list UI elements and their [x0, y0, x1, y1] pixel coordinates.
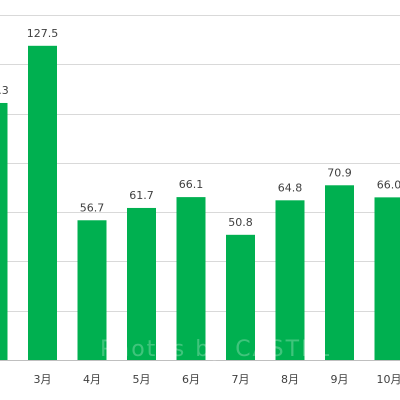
x-tick-label: 4月 — [83, 373, 101, 386]
bars — [0, 45, 400, 361]
bar — [176, 197, 206, 360]
bar — [0, 102, 8, 360]
data-label: 50.8 — [228, 216, 253, 229]
data-label: 61.7 — [129, 189, 154, 202]
bar — [28, 45, 57, 361]
x-tick-labels: 3月 4月 5月 6月 7月 8月 9月 10月 — [34, 373, 400, 386]
x-tick-label: 9月 — [331, 373, 349, 386]
watermark: Photos by CASTEL — [100, 337, 331, 362]
x-tick-label: 6月 — [182, 373, 200, 386]
bar — [127, 207, 156, 360]
x-tick-label: 8月 — [281, 373, 299, 386]
x-tick-label: 10月 — [377, 373, 400, 386]
bar — [325, 185, 354, 360]
x-tick-label: 7月 — [232, 373, 250, 386]
data-label: 104.3 — [0, 84, 9, 97]
x-tick-label: 3月 — [34, 373, 52, 386]
data-label: 66.1 — [179, 178, 204, 191]
data-label: 70.9 — [327, 166, 352, 179]
bar — [374, 197, 400, 360]
x-tick-label: 5月 — [133, 373, 151, 386]
data-label: 64.8 — [278, 181, 303, 194]
data-label: 66.0 — [377, 178, 400, 191]
bar — [77, 220, 107, 360]
bar — [226, 234, 255, 360]
data-labels: 104.3 127.5 56.7 61.7 66.1 50.8 64.8 70.9 66.0 — [0, 27, 400, 229]
data-label: 127.5 — [27, 27, 59, 40]
bar — [275, 200, 305, 360]
data-label: 56.7 — [80, 201, 105, 214]
